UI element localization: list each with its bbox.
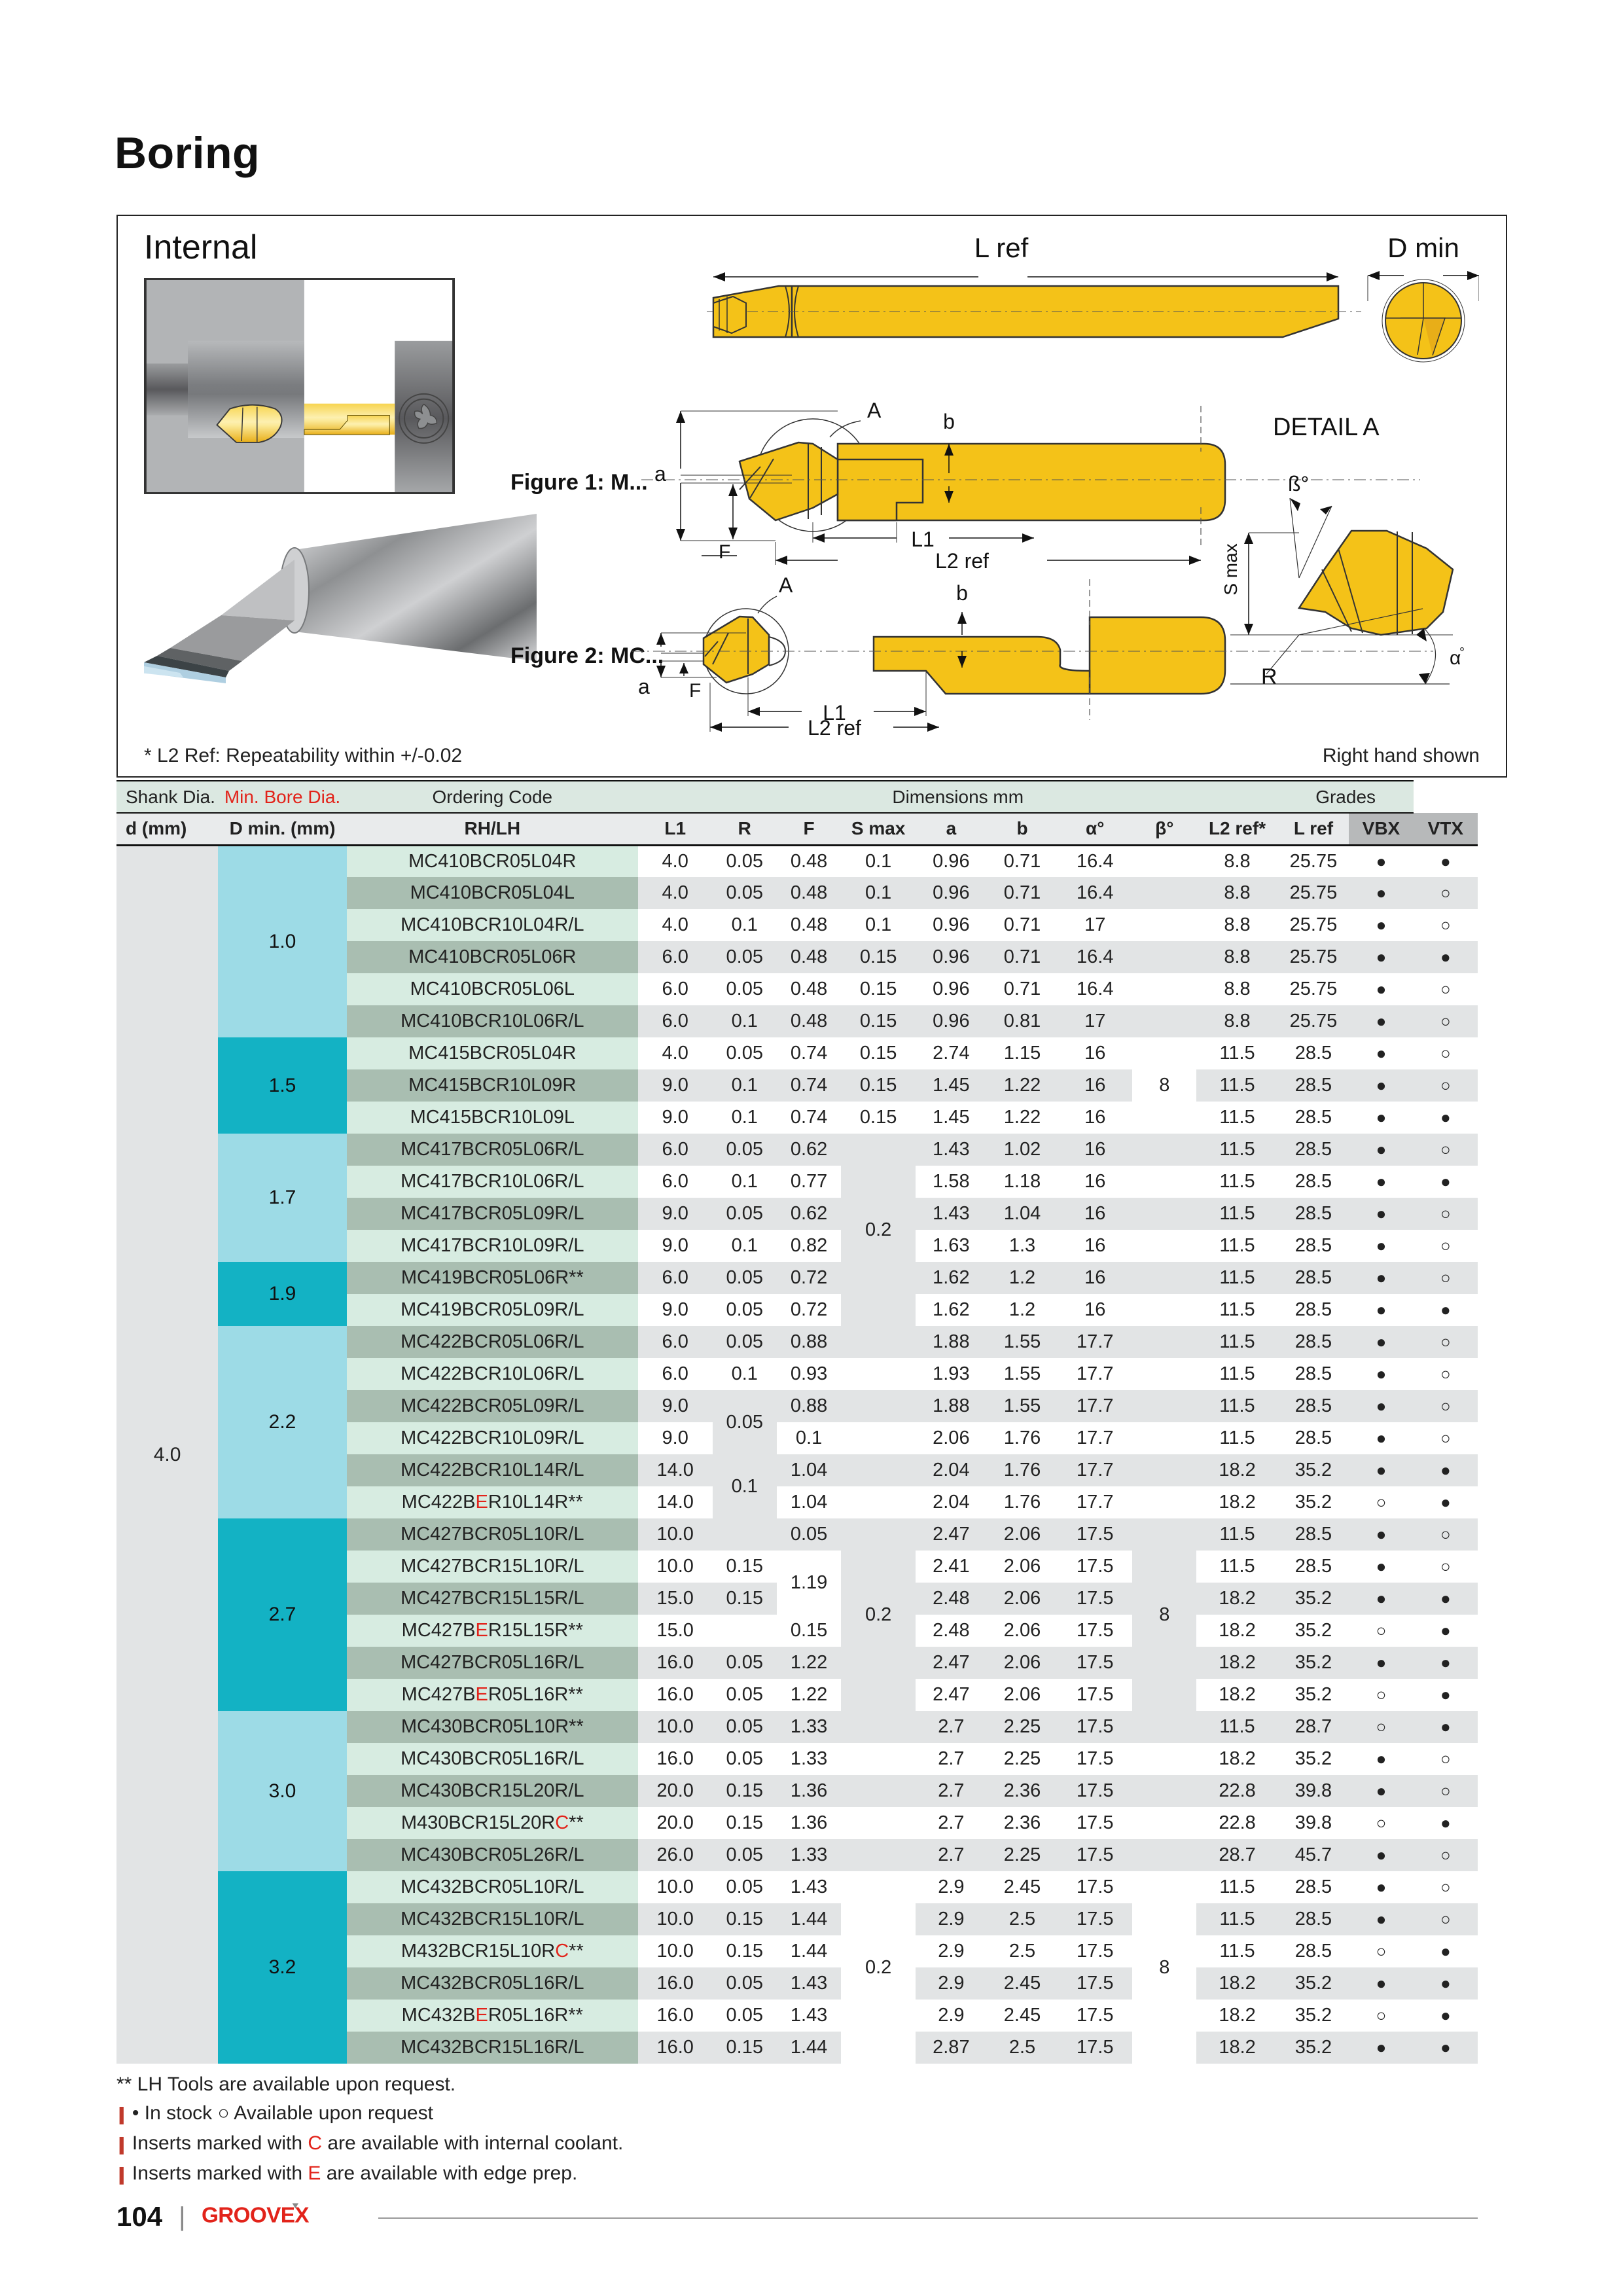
svg-text:L ref: L ref [974,232,1029,263]
svg-text:a: a [654,462,666,486]
svg-text:b: b [956,581,968,605]
svg-text:b: b [943,410,955,433]
svg-text:L2 ref: L2 ref [808,716,861,736]
svg-text:F: F [689,680,701,702]
svg-text:F: F [719,541,730,563]
svg-text:A: A [867,399,882,422]
svg-text:D min: D min [1387,232,1459,263]
svg-text:S max: S max [1221,543,1241,595]
svg-text:ß°: ß° [1288,472,1309,495]
svg-text:L1: L1 [911,528,935,551]
svg-text:L2 ref: L2 ref [935,549,989,569]
svg-text:R: R [1261,664,1277,689]
svg-text:GROOVEX: GROOVEX [202,2204,309,2228]
svg-text:DETAIL A: DETAIL A [1273,414,1380,441]
svg-text:A: A [779,573,793,597]
svg-text:°: ° [1459,645,1465,660]
svg-text:a: a [638,675,650,698]
